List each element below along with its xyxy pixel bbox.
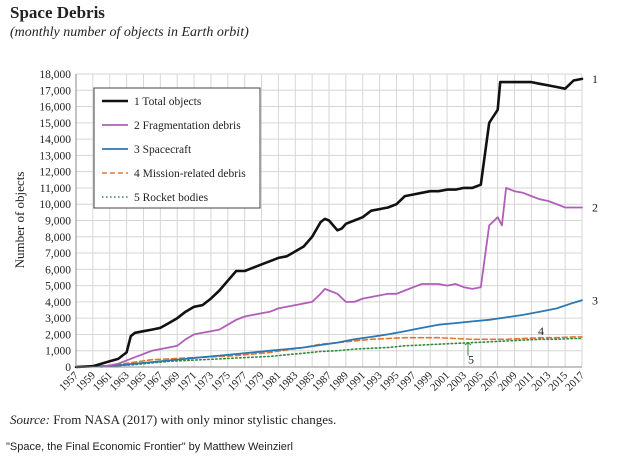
y-tick-label: 14,000 bbox=[39, 134, 71, 146]
x-axis-ticks: 1957195919611963196519671969197119731975… bbox=[57, 369, 587, 393]
y-tick-label: 12,000 bbox=[39, 167, 71, 179]
legend-entry-4: 4 Mission-related debris bbox=[134, 168, 246, 180]
y-tick-label: 15,000 bbox=[39, 118, 71, 130]
series-line-3 bbox=[75, 299, 583, 368]
x-tick-label: 2017 bbox=[563, 369, 587, 393]
chart-title: Space Debris bbox=[10, 3, 105, 22]
y-tick-label: 10,000 bbox=[39, 199, 71, 211]
credit-line: "Space, the Final Economic Frontier" by … bbox=[6, 441, 293, 453]
legend-entry-5: 5 Rocket bodies bbox=[134, 192, 209, 204]
series-end-labels: 1 2 3 4 5 bbox=[464, 72, 598, 367]
legend-entry-3: 3 Spacecraft bbox=[134, 144, 192, 156]
source-text: From NASA (2017) with only minor stylist… bbox=[49, 412, 337, 427]
series-lines bbox=[74, 77, 584, 369]
series-line-2 bbox=[100, 187, 583, 368]
pointer-arrow-5 bbox=[464, 341, 472, 346]
legend: 1 Total objects 2 Fragmentation debris 3 S… bbox=[93, 87, 261, 209]
end-label-3: 3 bbox=[592, 293, 598, 307]
y-tick-label: 3,000 bbox=[45, 313, 71, 325]
y-tick-label: 2,000 bbox=[45, 329, 71, 341]
y-tick-label: 6,000 bbox=[45, 264, 71, 276]
y-tick-label: 1,000 bbox=[45, 346, 71, 358]
space-debris-chart: 0 1,000 2,000 3,000 4,000 5,000 6,000 7,000 8,00… bbox=[12, 69, 598, 394]
y-tick-label: 7,000 bbox=[45, 248, 71, 260]
y-axis-ticks: 0 1,000 2,000 3,000 4,000 5,000 6,000 7,000 8,00… bbox=[39, 69, 71, 374]
y-tick-label: 4,000 bbox=[45, 297, 71, 309]
end-label-5: 5 bbox=[468, 353, 474, 367]
y-axis-label: Number of objects bbox=[12, 172, 27, 269]
legend-entry-2: 2 Fragmentation debris bbox=[134, 120, 241, 132]
end-label-2: 2 bbox=[592, 200, 598, 214]
y-tick-label: 8,000 bbox=[45, 232, 71, 244]
end-label-1: 1 bbox=[592, 72, 598, 86]
y-tick-label: 18,000 bbox=[39, 69, 71, 81]
source-label: Source: bbox=[10, 412, 50, 427]
y-tick-label: 0 bbox=[65, 362, 71, 374]
y-tick-label: 13,000 bbox=[39, 150, 71, 162]
end-label-4: 4 bbox=[538, 324, 544, 338]
y-tick-label: 9,000 bbox=[45, 216, 71, 228]
y-tick-label: 17,000 bbox=[39, 85, 71, 97]
legend-entry-1: 1 Total objects bbox=[134, 96, 202, 108]
chart-subtitle: (monthly number of objects in Earth orbi… bbox=[10, 25, 249, 40]
legend-box bbox=[93, 87, 261, 209]
series-line-4 bbox=[75, 336, 583, 368]
source-note: Source: From NASA (2017) with only minor… bbox=[10, 412, 336, 428]
y-tick-label: 11,000 bbox=[40, 183, 71, 195]
series-line-1 bbox=[74, 77, 584, 369]
y-tick-label: 5,000 bbox=[45, 281, 71, 293]
y-tick-label: 16,000 bbox=[39, 102, 71, 114]
